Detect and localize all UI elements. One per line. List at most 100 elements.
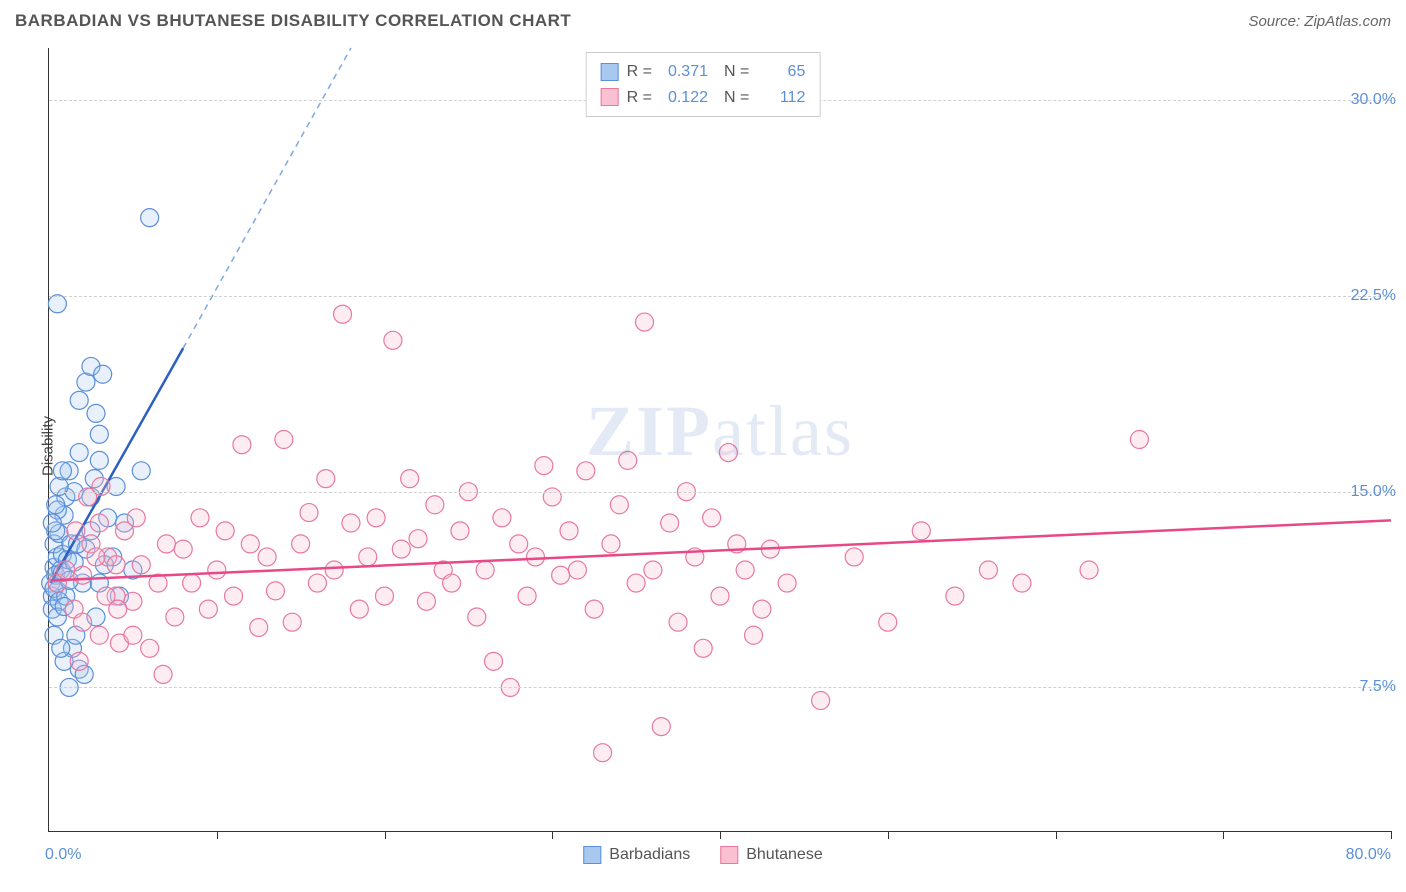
scatter-point	[48, 295, 66, 313]
scatter-point	[719, 444, 737, 462]
scatter-point	[753, 600, 771, 618]
scatter-point	[52, 639, 70, 657]
scatter-point	[736, 561, 754, 579]
scatter-point	[376, 587, 394, 605]
scatter-point	[92, 477, 110, 495]
x-tick	[1056, 831, 1057, 839]
gridline	[49, 296, 1391, 297]
scatter-point	[619, 451, 637, 469]
scatter-point	[107, 556, 125, 574]
scatter-point	[661, 514, 679, 532]
scatter-point	[451, 522, 469, 540]
scatter-point	[43, 514, 61, 532]
scatter-point	[543, 488, 561, 506]
scatter-point	[636, 313, 654, 331]
y-tick-label: 30.0%	[1351, 91, 1396, 109]
scatter-point	[577, 462, 595, 480]
scatter-point	[417, 592, 435, 610]
scatter-point	[74, 613, 92, 631]
scatter-point	[392, 540, 410, 558]
scatter-point	[250, 618, 268, 636]
x-tick	[1223, 831, 1224, 839]
stats-row: R = 0.122 N = 112	[601, 85, 806, 111]
scatter-point	[468, 608, 486, 626]
scatter-point	[308, 574, 326, 592]
x-tick	[720, 831, 721, 839]
legend-swatch	[720, 846, 738, 864]
scatter-point	[560, 522, 578, 540]
scatter-point	[350, 600, 368, 618]
scatter-point	[812, 692, 830, 710]
x-tick	[552, 831, 553, 839]
scatter-point	[233, 436, 251, 454]
scatter-point	[669, 613, 687, 631]
scatter-point	[443, 574, 461, 592]
legend-swatch	[601, 88, 619, 106]
scatter-point	[74, 566, 92, 584]
scatter-point	[476, 561, 494, 579]
scatter-point	[518, 587, 536, 605]
scatter-point	[652, 718, 670, 736]
scatter-point	[132, 556, 150, 574]
stat-n-value: 112	[757, 85, 805, 111]
scatter-point	[127, 509, 145, 527]
x-axis-max-label: 80.0%	[1346, 846, 1391, 864]
scatter-point	[90, 514, 108, 532]
scatter-point	[292, 535, 310, 553]
chart-title: BARBADIAN VS BHUTANESE DISABILITY CORREL…	[15, 11, 571, 31]
scatter-point	[426, 496, 444, 514]
stat-n-label: N =	[724, 59, 749, 85]
scatter-point	[325, 561, 343, 579]
scatter-point	[879, 613, 897, 631]
scatter-point	[199, 600, 217, 618]
scatter-point	[552, 566, 570, 584]
legend-label: Bhutanese	[746, 846, 823, 864]
scatter-point	[946, 587, 964, 605]
legend-label: Barbadians	[609, 846, 690, 864]
scatter-point	[283, 613, 301, 631]
scatter-point	[124, 626, 142, 644]
legend-swatch	[583, 846, 601, 864]
stat-n-label: N =	[724, 85, 749, 111]
scatter-point	[703, 509, 721, 527]
scatter-point	[342, 514, 360, 532]
scatter-point	[94, 365, 112, 383]
scatter-point	[57, 561, 75, 579]
scatter-point	[275, 431, 293, 449]
scatter-point	[409, 530, 427, 548]
scatter-point	[510, 535, 528, 553]
scatter-point	[258, 548, 276, 566]
x-tick	[217, 831, 218, 839]
scatter-point	[208, 561, 226, 579]
scatter-point	[87, 548, 105, 566]
scatter-point	[711, 587, 729, 605]
plot-area: ZIPatlas	[48, 48, 1391, 832]
scatter-point	[50, 477, 68, 495]
y-tick-label: 15.0%	[1351, 483, 1396, 501]
scatter-point	[694, 639, 712, 657]
stats-legend-box: R =0.371N =65R =0.122N =112	[586, 52, 821, 117]
scatter-point	[300, 504, 318, 522]
scatter-point	[241, 535, 259, 553]
scatter-point	[216, 522, 234, 540]
stat-r-value: 0.122	[660, 85, 708, 111]
y-tick-label: 7.5%	[1360, 678, 1396, 696]
scatter-point	[602, 535, 620, 553]
scatter-point	[845, 548, 863, 566]
x-axis-min-label: 0.0%	[45, 846, 81, 864]
scatter-point	[47, 496, 65, 514]
scatter-point	[109, 600, 127, 618]
scatter-point	[627, 574, 645, 592]
stat-r-label: R =	[627, 85, 652, 111]
scatter-point	[526, 548, 544, 566]
scatter-point	[778, 574, 796, 592]
scatter-point	[1080, 561, 1098, 579]
chart-source: Source: ZipAtlas.com	[1248, 13, 1391, 30]
scatter-point	[912, 522, 930, 540]
scatter-point	[53, 462, 71, 480]
scatter-point	[90, 626, 108, 644]
scatter-point	[70, 444, 88, 462]
x-tick	[1391, 831, 1392, 839]
scatter-point	[535, 457, 553, 475]
x-tick	[888, 831, 889, 839]
